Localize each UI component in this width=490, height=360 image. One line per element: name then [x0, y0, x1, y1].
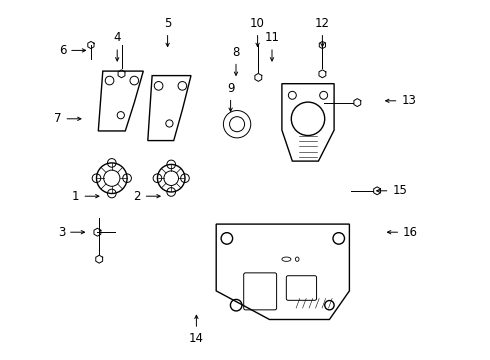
Text: 12: 12 [315, 17, 330, 46]
Text: 5: 5 [164, 17, 171, 46]
Text: 1: 1 [72, 190, 99, 203]
Text: 9: 9 [227, 82, 234, 111]
Text: 14: 14 [189, 315, 204, 345]
Text: 2: 2 [133, 190, 160, 203]
Text: 3: 3 [58, 226, 85, 239]
Text: 11: 11 [265, 31, 279, 61]
Text: 7: 7 [54, 112, 81, 125]
Text: 13: 13 [386, 94, 416, 107]
Text: 15: 15 [377, 184, 407, 197]
Text: 16: 16 [388, 226, 418, 239]
Text: 8: 8 [232, 46, 240, 75]
Text: 10: 10 [250, 17, 265, 46]
Text: 6: 6 [59, 44, 86, 57]
Text: 4: 4 [114, 31, 121, 61]
